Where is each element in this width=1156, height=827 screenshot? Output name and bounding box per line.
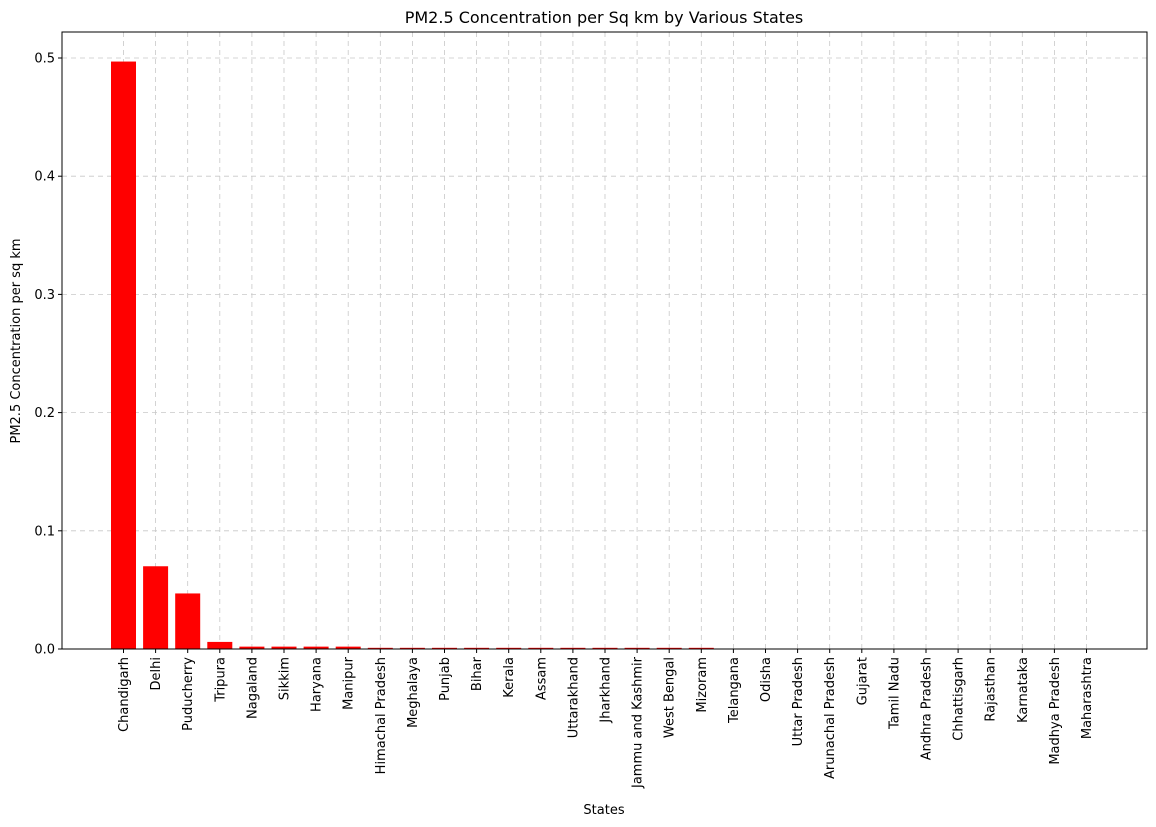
bar	[656, 647, 682, 649]
bar	[335, 646, 361, 649]
x-tick-label: Madhya Pradesh	[1048, 657, 1063, 765]
x-tick-label: Arunachal Pradesh	[823, 657, 838, 779]
x-tick-label: West Bengal	[663, 657, 678, 738]
y-tick-label: 0.0	[34, 643, 55, 658]
x-tick-label: Karnataka	[1016, 657, 1031, 723]
x-tick-label: Rajasthan	[984, 657, 999, 722]
x-tick-label: Meghalaya	[406, 657, 421, 728]
bar	[303, 646, 329, 649]
x-tick-label: Punjab	[438, 657, 453, 701]
chart-title: PM2.5 Concentration per Sq km by Various…	[405, 8, 804, 27]
x-tick-label: Manipur	[342, 656, 357, 710]
bar	[528, 647, 554, 649]
y-tick-label: 0.5	[34, 52, 55, 67]
bar	[207, 641, 233, 649]
bar	[624, 647, 650, 649]
bar	[432, 647, 457, 649]
bar	[399, 647, 425, 649]
bar	[175, 593, 201, 649]
x-tick-label: Mizoram	[695, 657, 710, 713]
bar	[367, 647, 393, 649]
x-tick-label: Uttarakhand	[566, 657, 581, 738]
x-tick-label: Jharkhand	[599, 657, 614, 724]
y-tick-label: 0.4	[34, 170, 55, 185]
x-tick-label: Sikkim	[278, 657, 293, 700]
x-tick-label: Gujarat	[855, 657, 870, 705]
y-axis-label: PM2.5 Concentration per sq km	[9, 238, 24, 443]
x-tick-label: Puducherry	[181, 657, 196, 731]
bar	[496, 647, 522, 649]
bar	[688, 647, 714, 649]
bars	[111, 61, 1099, 650]
bar	[464, 647, 490, 649]
y-tick-label: 0.3	[34, 288, 55, 303]
bar	[111, 61, 136, 650]
x-tick-label: Andhra Pradesh	[920, 657, 935, 760]
bar	[271, 646, 297, 649]
x-tick-label: Haryana	[310, 657, 325, 712]
y-tick-label: 0.2	[34, 406, 55, 421]
x-tick-label: Tripura	[213, 657, 228, 703]
x-tick-label: Uttar Pradesh	[791, 657, 806, 746]
x-tick-label: Assam	[534, 657, 549, 700]
x-tick-label: Jammu and Kashmir	[631, 656, 646, 789]
x-axis-ticks: Chandigarh Delhi Puducherry Tripura Nagaland…	[117, 649, 1095, 789]
x-tick-label: Himachal Pradesh	[374, 657, 389, 774]
x-tick-label: Telangana	[727, 657, 742, 724]
x-tick-label: Bihar	[470, 656, 485, 691]
x-tick-label: Kerala	[502, 657, 517, 698]
x-tick-label: Odisha	[759, 657, 774, 702]
x-axis-label: States	[583, 803, 624, 818]
bar	[592, 647, 618, 649]
x-tick-label: Chandigarh	[117, 657, 132, 732]
gridlines	[62, 32, 1147, 650]
y-axis-ticks: 0.0 0.1 0.2 0.3 0.4 0.5	[34, 52, 62, 658]
bar	[560, 647, 586, 649]
x-tick-label: Tamil Nadu	[887, 657, 902, 730]
y-tick-label: 0.1	[34, 524, 55, 539]
x-tick-label: Maharashtra	[1080, 657, 1095, 739]
bar	[239, 646, 265, 649]
x-tick-label: Delhi	[149, 657, 164, 690]
bar	[143, 566, 169, 649]
x-tick-label: Chhattisgarh	[952, 657, 967, 741]
x-tick-label: Nagaland	[245, 657, 260, 719]
